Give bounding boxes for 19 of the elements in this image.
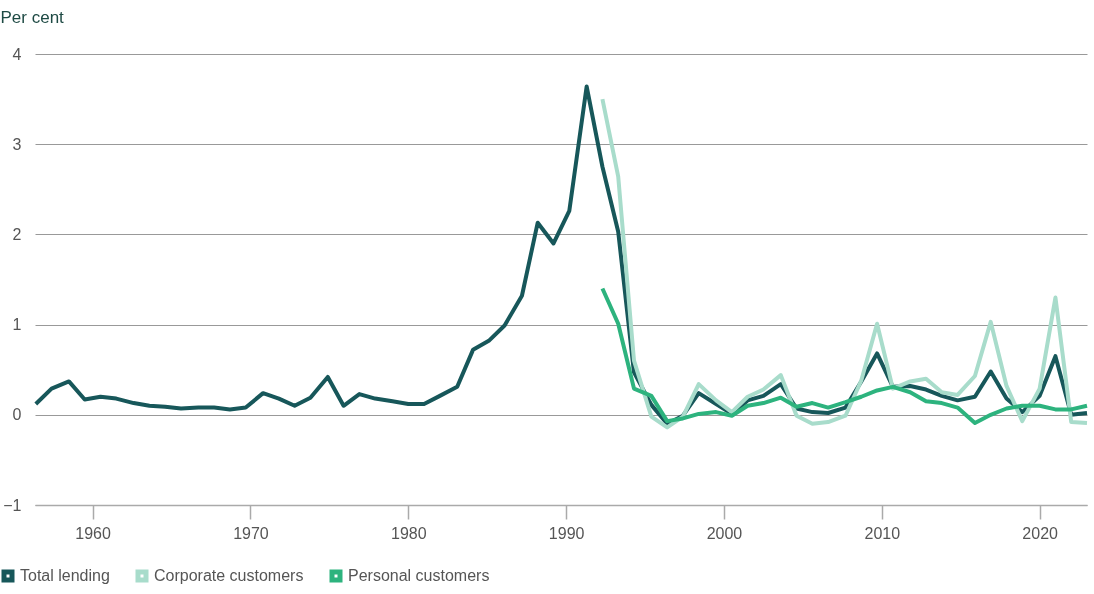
x-tick-label: 1960 xyxy=(75,524,112,542)
x-tick-label: 1990 xyxy=(548,524,585,542)
y-tick-label: 2 xyxy=(12,225,22,243)
x-tick-label: 2010 xyxy=(864,524,901,542)
line-series xyxy=(600,286,1089,425)
x-tick-label: 1980 xyxy=(390,524,427,542)
legend-label: Personal customers xyxy=(348,567,490,584)
x-tick-label: 1970 xyxy=(233,524,269,542)
x-tick-label: 2020 xyxy=(1022,524,1059,542)
y-tick-label: −1 xyxy=(3,496,22,514)
y-tick-label: 3 xyxy=(12,135,22,153)
y-tick-label: 4 xyxy=(12,45,22,63)
y-tick-label: 0 xyxy=(12,406,22,424)
legend-label: Total lending xyxy=(20,567,110,584)
x-tick-label: 2000 xyxy=(706,524,743,542)
legend-label: Corporate customers xyxy=(154,567,304,584)
line-series xyxy=(600,97,1089,430)
y-axis-title: Per cent xyxy=(0,7,65,27)
y-tick-label: 1 xyxy=(12,316,22,334)
